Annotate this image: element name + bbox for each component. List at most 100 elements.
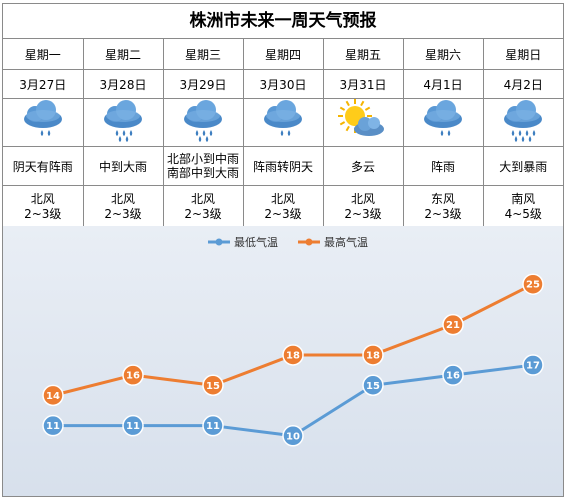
weekday-row: 星期一 星期二 星期三 星期四 星期五 星期六 星期日 [3, 39, 563, 70]
data-label: 11 [206, 421, 220, 432]
date-cell: 3月30日 [242, 69, 324, 99]
date-cell: 4月1日 [402, 69, 484, 99]
temperature-chart: 最低气温 最高气温 11 11 11 10 15 16 17 14 16 15 18 18 21 25 [3, 226, 563, 496]
page-title: 株洲市未来一周天气预报 [3, 4, 563, 39]
date-cell: 3月27日 [3, 69, 84, 99]
data-point [522, 354, 544, 376]
data-label: 25 [526, 280, 540, 291]
condition-text: 中到大雨 [98, 159, 147, 174]
weather-icon-cell [82, 98, 164, 147]
wind-level: 2~3级 [104, 207, 142, 221]
data-point [282, 344, 304, 366]
data-label: 14 [46, 391, 60, 402]
wind-level: 2~3级 [424, 207, 462, 221]
wind-cell: 北风 2~3级 [3, 185, 84, 229]
condition-cell: 阵雨转阴天 [242, 146, 324, 186]
data-point [202, 414, 224, 437]
wind-cell: 北风 2~3级 [242, 185, 324, 229]
data-label: 15 [206, 381, 220, 392]
weekday-cell: 星期五 [322, 39, 404, 70]
sun-cloud-icon [338, 99, 384, 136]
date-row: 3月27日 3月28日 3月29日 3月30日 3月31日 4月1日 4月2日 [3, 69, 563, 99]
data-point [42, 384, 64, 407]
date-cell: 3月29日 [162, 69, 244, 99]
heavy-rain-cloud-icon [104, 100, 142, 142]
weather-icon-cell [162, 98, 244, 147]
data-label: 15 [366, 381, 380, 392]
rain-cloud-icon [23, 100, 62, 136]
data-label: 11 [46, 421, 60, 432]
weather-icon-row [3, 98, 563, 147]
wind-direction: 北风 [110, 192, 135, 206]
data-point [122, 364, 144, 386]
legend-item: 最高气温 [298, 235, 368, 249]
condition-text: 阵雨 [430, 159, 455, 174]
wind-level: 2~3级 [344, 207, 382, 221]
wind-direction: 南风 [511, 192, 536, 206]
data-point [362, 374, 384, 397]
data-label: 10 [286, 431, 300, 442]
weather-icon-cell [482, 98, 563, 147]
condition-row: 阴天有阵雨 中到大雨 北部小到中雨 南部中到大雨 阵雨转阴天 多云 阵雨 大到暴雨 [3, 146, 563, 186]
rain-cloud-icon [424, 100, 462, 136]
weekday-cell: 星期一 [3, 39, 84, 70]
wind-cell: 东风 2~3级 [402, 185, 484, 229]
rain-cloud-icon [264, 100, 302, 136]
condition-text: 阴天有阵雨 [12, 159, 73, 174]
legend-swatch-marker [215, 238, 223, 246]
temperature-chart-svg: 最低气温 最高气温 11 11 11 10 15 16 17 14 16 15 18 18 21 25 [42, 235, 544, 447]
date-cell: 3月28日 [82, 69, 164, 99]
data-label: 11 [126, 421, 140, 432]
condition-text: 阵雨转阴天 [252, 159, 313, 174]
weekday-cell: 星期三 [162, 39, 244, 70]
weather-icon-cell [322, 98, 404, 147]
wind-direction: 北风 [350, 192, 375, 206]
wind-direction: 北风 [30, 192, 55, 206]
data-point [122, 414, 144, 437]
condition-text: 南部中到大雨 [166, 166, 239, 180]
data-label: 18 [286, 350, 300, 361]
weather-icon-cell [242, 98, 324, 147]
condition-cell: 中到大雨 [82, 146, 164, 186]
condition-cell: 北部小到中雨 南部中到大雨 [162, 146, 244, 186]
heavy-rain-cloud-icon [184, 100, 222, 142]
legend-item: 最低气温 [208, 235, 278, 249]
condition-text: 大到暴雨 [499, 159, 548, 174]
weekday-cell: 星期四 [242, 39, 324, 70]
weekday-cell: 星期六 [402, 39, 484, 70]
data-label: 17 [526, 361, 540, 372]
wind-level: 2~3级 [184, 207, 222, 221]
data-point [522, 273, 544, 295]
storm-rain-cloud-icon [504, 100, 543, 142]
wind-direction: 北风 [270, 192, 295, 206]
wind-cell: 北风 2~3级 [162, 185, 244, 229]
condition-text: 北部小到中雨 [166, 152, 239, 166]
condition-cell: 阵雨 [402, 146, 484, 186]
legend-label: 最高气温 [324, 235, 368, 249]
data-label: 16 [126, 371, 140, 382]
data-point [282, 425, 304, 447]
wind-level: 4~5级 [504, 207, 542, 221]
weekday-cell: 星期日 [482, 39, 563, 70]
weekday-cell: 星期二 [82, 39, 164, 70]
data-label: 18 [366, 350, 380, 361]
legend-swatch-marker [305, 238, 313, 246]
data-point [442, 364, 464, 386]
forecast-table: 星期一 星期二 星期三 星期四 星期五 星期六 星期日 3月27日 3月28日 3月29日 3月3… [3, 39, 563, 229]
forecast-panel: 株洲市未来一周天气预报 星期一 星期二 星期三 星期四 星期五 星期六 星期日 3月27日 3… [2, 3, 564, 497]
wind-cell: 北风 2~3级 [322, 185, 404, 229]
data-label: 16 [446, 371, 460, 382]
date-cell: 3月31日 [322, 69, 404, 99]
wind-row: 北风 2~3级 北风 2~3级 北风 2~3级 北风 2~3级 北风 2~3级 东风 2~3级 南风 4~… [3, 185, 563, 229]
weather-icon-cell [3, 98, 84, 147]
condition-cell: 阴天有阵雨 [3, 146, 84, 186]
wind-direction: 东风 [430, 192, 455, 206]
date-cell: 4月2日 [482, 69, 563, 99]
data-point [42, 414, 64, 437]
wind-direction: 北风 [190, 192, 215, 206]
data-point [442, 313, 464, 336]
condition-cell: 大到暴雨 [482, 146, 563, 186]
wind-cell: 南风 4~5级 [482, 185, 563, 229]
wind-level: 2~3级 [24, 207, 62, 221]
condition-cell: 多云 [322, 146, 404, 186]
